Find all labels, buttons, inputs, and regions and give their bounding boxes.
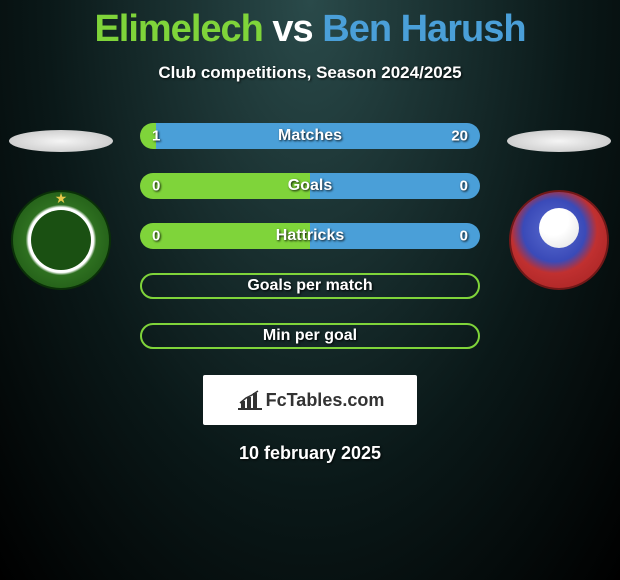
- stat-left-value: 0: [152, 228, 160, 245]
- stat-left-value: 1: [152, 128, 160, 145]
- player1-club-badge: [11, 190, 111, 290]
- brand-text: FcTables.com: [266, 390, 385, 411]
- stat-label: Goals per match: [247, 277, 372, 295]
- brand-chart-icon: [236, 389, 264, 411]
- stat-bar-left: [140, 173, 310, 199]
- stat-right-value: 20: [451, 128, 468, 145]
- player2-avatar-placeholder: [507, 130, 611, 152]
- player1-avatar-placeholder: [9, 130, 113, 152]
- player1-column: [6, 130, 116, 290]
- player1-name: Elimelech: [94, 8, 262, 50]
- subtitle: Club competitions, Season 2024/2025: [0, 63, 620, 83]
- stat-row: 0 Goals 0: [140, 173, 480, 199]
- stat-label: Goals: [288, 177, 332, 195]
- player2-club-badge: [509, 190, 609, 290]
- page-title: Elimelech vs Ben Harush: [0, 0, 620, 51]
- date-text: 10 february 2025: [0, 443, 620, 464]
- stat-row: Goals per match: [140, 273, 480, 299]
- stat-right-value: 0: [460, 178, 468, 195]
- stat-bar-right: [310, 173, 480, 199]
- comparison-card: Elimelech vs Ben Harush Club competition…: [0, 0, 620, 464]
- stat-row: 1 Matches 20: [140, 123, 480, 149]
- stat-label: Matches: [278, 127, 342, 145]
- brand-box[interactable]: FcTables.com: [203, 375, 417, 425]
- stat-label: Min per goal: [263, 327, 357, 345]
- stat-label: Hattricks: [276, 227, 344, 245]
- player2-column: [504, 130, 614, 290]
- stat-left-value: 0: [152, 178, 160, 195]
- stat-row: Min per goal: [140, 323, 480, 349]
- stat-right-value: 0: [460, 228, 468, 245]
- stats-list: 1 Matches 20 0 Goals 0 0 Hattricks 0 Goa…: [140, 123, 480, 349]
- stat-row: 0 Hattricks 0: [140, 223, 480, 249]
- vs-text: vs: [272, 8, 312, 50]
- player2-name: Ben Harush: [322, 8, 525, 50]
